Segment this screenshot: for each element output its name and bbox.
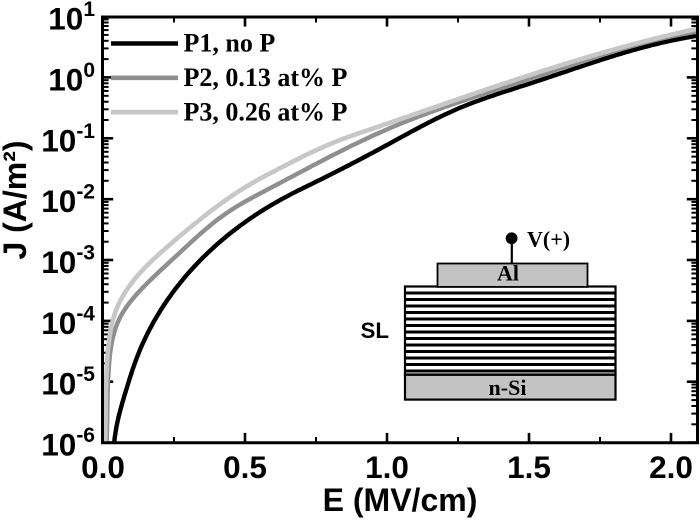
svg-text:SL: SL	[361, 318, 390, 343]
svg-text:V(+): V(+)	[527, 227, 570, 252]
svg-text:0.0: 0.0	[81, 449, 125, 485]
svg-text:P3, 0.26 at% P: P3, 0.26 at% P	[184, 97, 348, 126]
svg-text:P1, no P: P1, no P	[184, 29, 276, 58]
svg-text:1.5: 1.5	[507, 449, 551, 485]
svg-text:Al: Al	[497, 261, 519, 286]
svg-text:0.5: 0.5	[223, 449, 267, 485]
svg-text:1.0: 1.0	[365, 449, 409, 485]
svg-text:P2, 0.13 at% P: P2, 0.13 at% P	[184, 63, 348, 92]
svg-text:E (MV/cm): E (MV/cm)	[323, 482, 478, 518]
svg-text:10-2: 10-2	[41, 181, 95, 220]
svg-text:n-Si: n-Si	[489, 375, 527, 400]
svg-text:2.0: 2.0	[649, 449, 693, 485]
svg-text:J (A/m²): J (A/m²)	[0, 140, 33, 259]
